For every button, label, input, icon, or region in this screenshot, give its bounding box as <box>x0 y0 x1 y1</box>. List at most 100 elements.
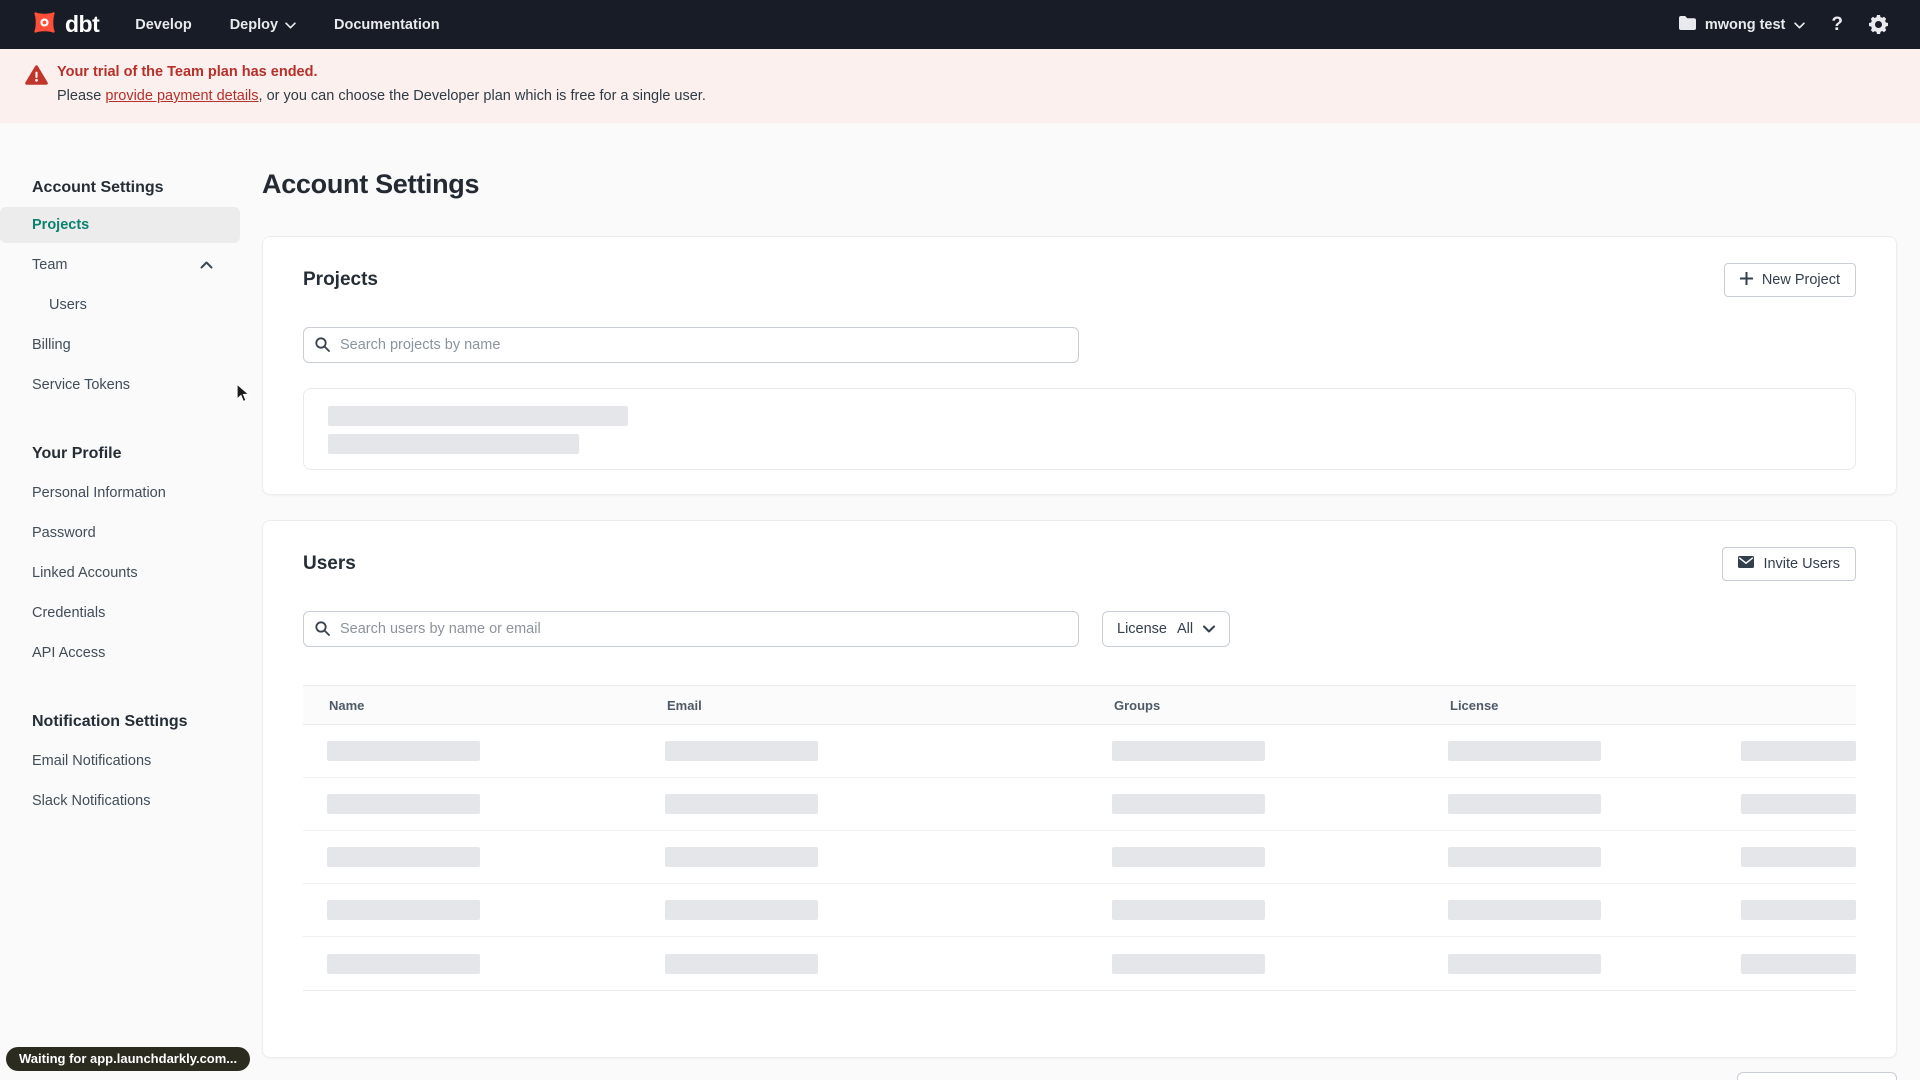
chevron-down-icon <box>285 17 296 33</box>
loading-skeleton-bar <box>1741 953 1856 974</box>
loading-skeleton-bar <box>328 434 579 455</box>
license-filter-label: License <box>1117 621 1167 638</box>
loading-skeleton-bar <box>327 794 480 815</box>
content-area: Account Settings Projects Team Users Bil… <box>0 123 1920 1080</box>
envelope-icon <box>1738 556 1755 572</box>
users-card-bottom-space <box>303 991 1856 1033</box>
table-cell <box>1717 847 1856 868</box>
trial-banner: Your trial of the Team plan has ended. P… <box>0 49 1920 124</box>
sidebar-item-personal-information[interactable]: Personal Information <box>0 473 240 513</box>
rows-per-page-dropdown[interactable]: Show: 10 Rows <box>1737 1072 1897 1080</box>
banner-title: Your trial of the Team plan has ended. <box>57 64 318 80</box>
sidebar-item-slack-notifications[interactable]: Slack Notifications <box>0 781 240 821</box>
loading-skeleton-bar <box>327 741 480 762</box>
settings-sidebar: Account Settings Projects Team Users Bil… <box>0 123 240 821</box>
table-cell <box>1424 794 1717 815</box>
users-list-footer: Loaded 0 of 0 Show: 10 Rows <box>262 1072 1897 1080</box>
search-icon <box>315 337 330 357</box>
users-table: Name Email Groups License <box>303 685 1856 992</box>
sidebar-item-label: Password <box>32 525 96 542</box>
chevron-down-icon <box>1203 621 1216 637</box>
table-cell <box>1424 741 1717 762</box>
sidebar-item-users[interactable]: Users <box>0 285 240 325</box>
account-name: mwong test <box>1704 16 1786 33</box>
chevron-up-icon <box>200 257 213 273</box>
page-title: Account Settings <box>262 169 480 200</box>
sidebar-item-label: API Access <box>32 645 106 662</box>
nav-item-deploy[interactable]: Deploy <box>230 17 296 33</box>
table-cell <box>1717 953 1856 974</box>
table-cell <box>641 953 1088 974</box>
chevron-down-icon <box>1794 17 1806 33</box>
sidebar-item-password[interactable]: Password <box>0 513 240 553</box>
projects-card: Projects New Project <box>262 236 1897 496</box>
table-cell <box>1424 847 1717 868</box>
nav-item-label: Documentation <box>334 16 440 33</box>
license-filter-value: All <box>1176 621 1194 638</box>
sidebar-item-billing[interactable]: Billing <box>0 325 240 365</box>
loading-skeleton-bar <box>1448 794 1601 815</box>
warning-triangle-icon <box>25 65 48 107</box>
help-icon[interactable]: ? <box>1831 13 1843 35</box>
projects-card-title: Projects <box>303 269 378 291</box>
projects-search <box>303 327 1079 364</box>
table-cell <box>303 900 641 921</box>
dbt-logo-icon <box>30 8 59 42</box>
sidebar-item-api-access[interactable]: API Access <box>0 633 240 673</box>
loading-skeleton-bar <box>1741 847 1856 868</box>
table-cell <box>1088 741 1424 762</box>
sidebar-item-label: Personal Information <box>32 485 166 502</box>
loading-skeleton-bar <box>1448 900 1601 921</box>
loading-skeleton-bar <box>1112 900 1265 921</box>
nav-item-develop[interactable]: Develop <box>135 17 191 33</box>
loading-skeleton-bar <box>328 406 628 427</box>
table-cell <box>641 900 1088 921</box>
trial-banner-text: Your trial of the Team plan has ended. P… <box>57 62 706 107</box>
sidebar-heading-notification-settings: Notification Settings <box>32 713 188 731</box>
sidebar-item-team[interactable]: Team <box>0 245 240 285</box>
folder-icon <box>1678 15 1696 34</box>
banner-body: Please provide payment details, or you c… <box>57 86 706 107</box>
nav-item-documentation[interactable]: Documentation <box>334 17 440 33</box>
table-cell <box>1717 741 1856 762</box>
sidebar-item-linked-accounts[interactable]: Linked Accounts <box>0 553 240 593</box>
loading-skeleton-bar <box>1448 741 1601 762</box>
account-switcher[interactable]: mwong test <box>1678 15 1806 34</box>
banner-body-prefix: Please <box>57 88 106 105</box>
loading-skeleton-bar <box>1112 794 1265 815</box>
new-project-label: New Project <box>1761 272 1840 289</box>
loading-skeleton-bar <box>1741 900 1856 921</box>
sidebar-section-gap <box>0 673 240 713</box>
dbt-logo[interactable]: dbt <box>30 8 100 42</box>
table-cell <box>641 794 1088 815</box>
gear-icon[interactable] <box>1869 15 1888 34</box>
loading-skeleton-bar <box>1112 741 1265 762</box>
table-row <box>303 937 1856 990</box>
loading-skeleton-bar <box>665 741 818 762</box>
column-header-email: Email <box>667 697 702 713</box>
sidebar-item-service-tokens[interactable]: Service Tokens <box>0 365 240 405</box>
search-icon <box>315 621 330 641</box>
new-project-button[interactable]: New Project <box>1723 263 1856 298</box>
loading-skeleton-bar <box>327 900 480 921</box>
sidebar-item-credentials[interactable]: Credentials <box>0 593 240 633</box>
sidebar-item-label: Projects <box>32 217 90 234</box>
sidebar-item-projects[interactable]: Projects <box>0 207 240 244</box>
table-cell <box>1717 900 1856 921</box>
invite-users-button[interactable]: Invite Users <box>1722 547 1856 582</box>
loading-skeleton-bar <box>1741 741 1856 762</box>
banner-body-suffix: , or you can choose the Developer plan w… <box>258 88 706 105</box>
nav-item-label: Develop <box>135 16 192 33</box>
users-search <box>303 611 1079 648</box>
projects-search-input[interactable] <box>303 327 1079 364</box>
table-row <box>303 884 1856 938</box>
users-table-header: Name Email Groups License <box>303 686 1856 726</box>
table-cell <box>1088 794 1424 815</box>
loading-skeleton-bar <box>1112 953 1265 974</box>
sidebar-item-email-notifications[interactable]: Email Notifications <box>0 741 240 781</box>
users-search-input[interactable] <box>303 611 1079 648</box>
payment-details-link[interactable]: provide payment details <box>105 88 259 105</box>
license-filter-dropdown[interactable]: License All <box>1102 611 1231 648</box>
column-header-license: License <box>1450 697 1499 713</box>
users-card: Users Invite Users License All <box>262 520 1897 1059</box>
